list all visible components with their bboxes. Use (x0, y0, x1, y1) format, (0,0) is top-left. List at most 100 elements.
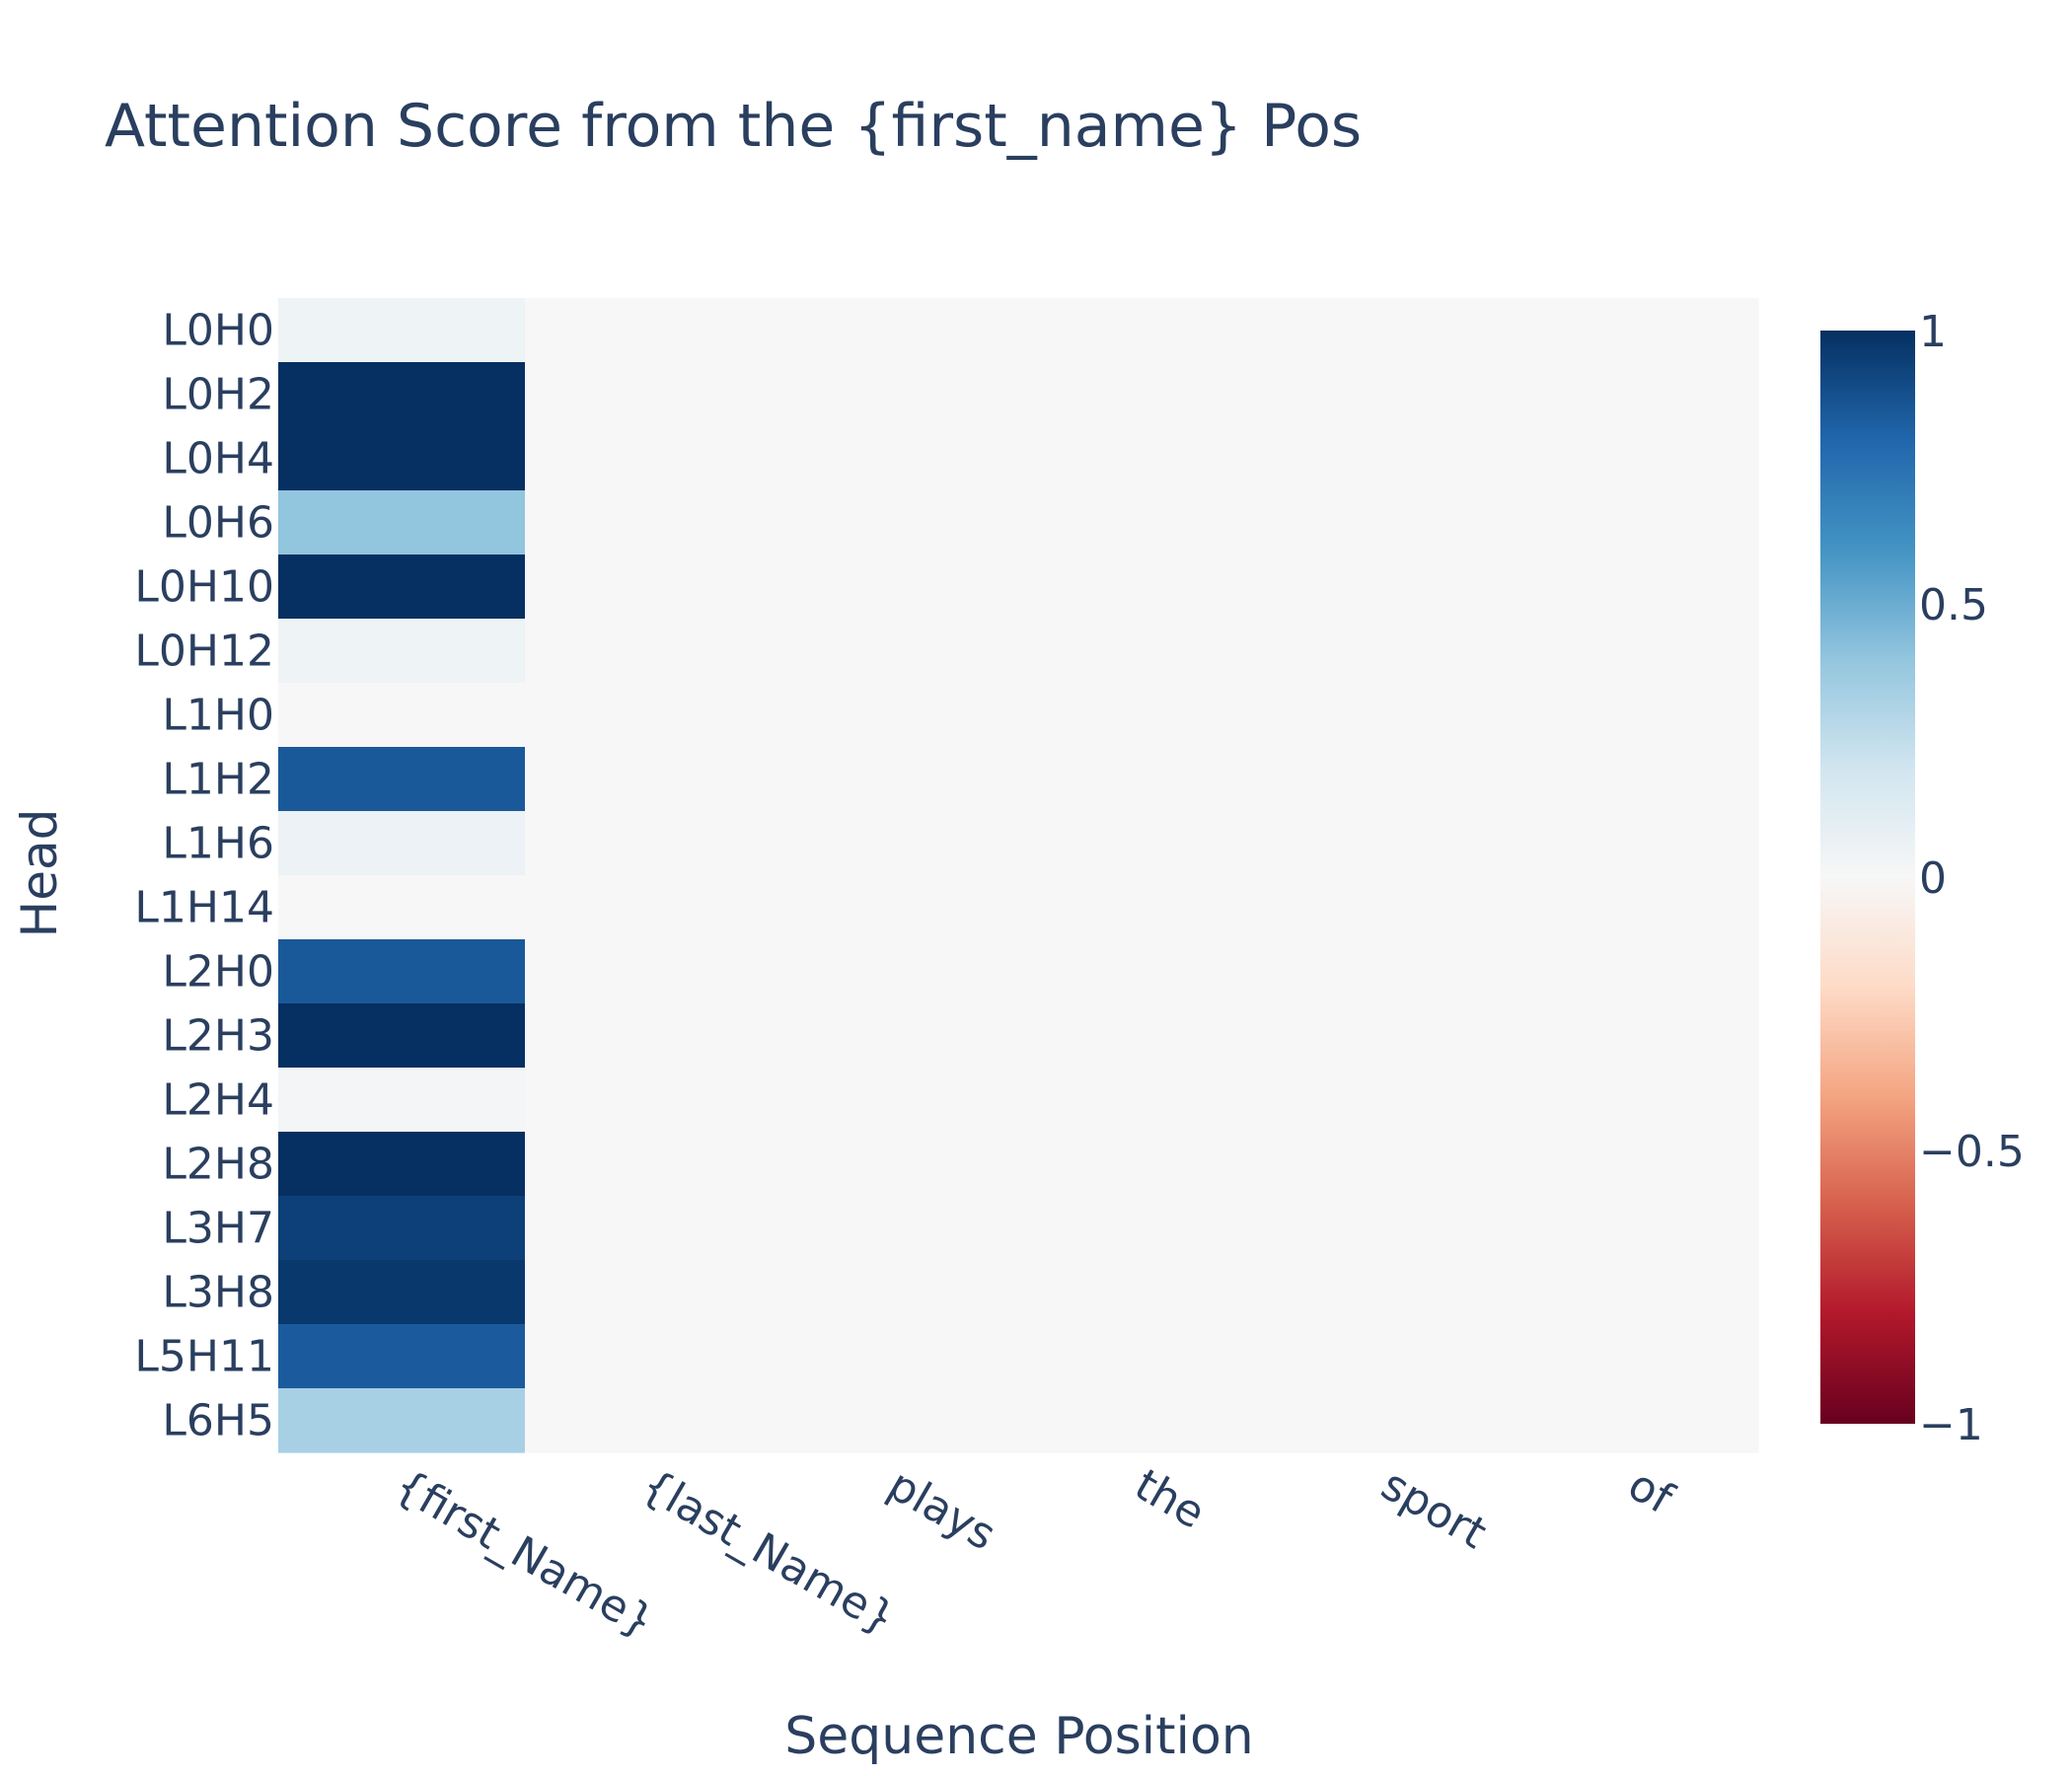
heatmap-cell (1512, 426, 1759, 491)
heatmap-cell (772, 1324, 1019, 1389)
heatmap-cell (1018, 426, 1266, 491)
heatmap-cell (278, 875, 526, 940)
heatmap-cell (1018, 298, 1266, 363)
y-tick-label: L3H8 (162, 1268, 274, 1318)
heatmap-cell (1265, 555, 1513, 620)
heatmap-cell (1265, 619, 1513, 684)
heatmap-cell (278, 939, 526, 1004)
heatmap-cell (278, 298, 526, 363)
heatmap-cell (1018, 747, 1266, 812)
heatmap-cell (278, 1132, 526, 1197)
heatmap-cell (278, 619, 526, 684)
heatmap-cell (1265, 939, 1513, 1004)
heatmap-cell (525, 939, 773, 1004)
heatmap-cell (278, 426, 526, 491)
heatmap-cell (1265, 490, 1513, 555)
heatmap-cell (1512, 1196, 1759, 1261)
heatmap-cell (1018, 619, 1266, 684)
heatmap-cell (1265, 811, 1513, 876)
heatmap-cell (278, 747, 526, 812)
heatmap-cell (1018, 875, 1266, 940)
colorbar-tick-label: −1 (1919, 1400, 1983, 1450)
heatmap-cell (278, 811, 526, 876)
heatmap-cell (1512, 555, 1759, 620)
heatmap-cell (278, 1388, 526, 1453)
heatmap-cell (772, 619, 1019, 684)
heatmap-cell (1018, 939, 1266, 1004)
heatmap-cell (1018, 1132, 1266, 1197)
heatmap-cell (1265, 1068, 1513, 1133)
heatmap-cell (1265, 362, 1513, 427)
heatmap-cell (525, 1068, 773, 1133)
heatmap-cell (1265, 1388, 1513, 1453)
heatmap-cell (772, 1260, 1019, 1325)
heatmap-cell (525, 875, 773, 940)
heatmap-cell (772, 1196, 1019, 1261)
y-tick-label: L1H2 (162, 755, 274, 805)
heatmap-cell (1265, 1324, 1513, 1389)
colorbar-tick-label: 0 (1919, 853, 1947, 904)
heatmap-cell (525, 1388, 773, 1453)
y-tick-label: L2H0 (162, 947, 274, 998)
heatmap-cell (1512, 1324, 1759, 1389)
heatmap-cell (1512, 875, 1759, 940)
y-tick-label: L0H6 (162, 498, 274, 549)
heatmap-cell (278, 1324, 526, 1389)
heatmap-cell (772, 683, 1019, 748)
heatmap-cell (772, 426, 1019, 491)
heatmap-cell (1018, 1324, 1266, 1389)
heatmap-cell (525, 298, 773, 363)
heatmap-cell (1512, 1132, 1759, 1197)
heatmap-cell (525, 1003, 773, 1069)
heatmap-cell (1512, 619, 1759, 684)
heatmap-cell (1265, 1260, 1513, 1325)
heatmap-cell (525, 1260, 773, 1325)
heatmap-cell (525, 1196, 773, 1261)
heatmap-cell (1018, 1068, 1266, 1133)
heatmap-cell (278, 683, 526, 748)
heatmap-cell (1265, 1196, 1513, 1261)
heatmap-cell (1512, 811, 1759, 876)
x-tick-label: {last_Name} (633, 1459, 904, 1645)
heatmap-cell (1512, 1260, 1759, 1325)
colorbar-tick-label: −0.5 (1919, 1127, 2025, 1177)
heatmap-cell (1512, 939, 1759, 1004)
heatmap-cell (525, 619, 773, 684)
heatmap-cell (1512, 1388, 1759, 1453)
heatmap-cell (1018, 1196, 1266, 1261)
y-tick-label: L0H4 (162, 434, 274, 484)
heatmap-cell (772, 1068, 1019, 1133)
y-tick-label: L2H4 (162, 1075, 274, 1126)
heatmap-cell (1018, 683, 1266, 748)
heatmap-cell (525, 1132, 773, 1197)
heatmap-cell (1512, 1003, 1759, 1069)
y-tick-label: L0H12 (134, 627, 274, 677)
heatmap-cell (1512, 1068, 1759, 1133)
heatmap-cell (772, 1003, 1019, 1069)
heatmap-cell (525, 683, 773, 748)
heatmap-cell (1512, 490, 1759, 555)
heatmap-cell (1265, 1003, 1513, 1069)
heatmap-cell (525, 362, 773, 427)
heatmap-cell (525, 1324, 773, 1389)
heatmap-cell (772, 1132, 1019, 1197)
x-tick-label: {first_Name} (387, 1459, 663, 1648)
heatmap-cell (525, 747, 773, 812)
heatmap-cell (1512, 298, 1759, 363)
heatmap-cell (278, 1196, 526, 1261)
x-tick-label: the (1127, 1459, 1214, 1538)
colorbar-tick-labels: 1 0.5 0 −0.5 −1 (1919, 307, 2025, 1450)
heatmap-cell (278, 1068, 526, 1133)
y-tick-label: L0H10 (134, 562, 274, 613)
heatmap-cell (278, 490, 526, 555)
heatmap-cell (1018, 1388, 1266, 1453)
heatmap-cells (278, 298, 1759, 1453)
heatmap-cell (772, 362, 1019, 427)
heatmap-cell (772, 875, 1019, 940)
y-tick-label: L2H3 (162, 1011, 274, 1062)
heatmap-cell (772, 555, 1019, 620)
y-tick-label: L5H11 (134, 1332, 274, 1382)
heatmap-cell (1018, 1260, 1266, 1325)
heatmap-cell (1265, 683, 1513, 748)
